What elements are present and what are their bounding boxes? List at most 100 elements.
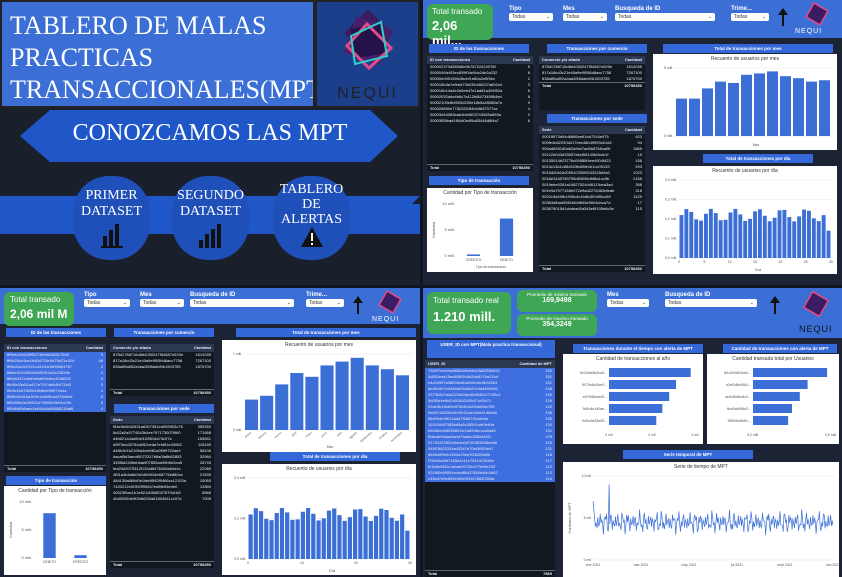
table-row[interactable]: 875d1788716d8d4050247f54887e529e 1614035	[110, 352, 214, 358]
table-row[interactable]: 2373b0b7a4a223d64ac564846c27155c1 149	[425, 392, 555, 398]
d1-slicer-trimestre[interactable]: Trime... Todas ⌄	[731, 6, 769, 21]
d1-slicer-tipo[interactable]: Tipo Todas ⌄	[509, 6, 553, 21]
table-row[interactable]: 4f51a4b4a6e0b1d89916e68776e880ce 21539	[110, 472, 214, 478]
table-row[interactable]: 817a18cd3c21e40a9ef9056d6acc7758 7267100	[110, 358, 214, 364]
table-row[interactable]: 0022c3d49fb1495c4c1fd6c3f0495cc69 1129	[539, 194, 645, 200]
d1-trimestre-dropdown[interactable]: Todas ⌄	[731, 13, 769, 21]
d2-tipo-dropdown[interactable]: Todas ⌄	[84, 299, 130, 307]
table-row[interactable]: 8c52a2a9774543b4ee797173007f960 171668	[110, 430, 214, 436]
table-row[interactable]: c33ed7e6e609e0d9d93107883230da 110	[425, 476, 555, 482]
table-row[interactable]: 001e9a7077168e072e9ad2276462bfeab 318	[539, 188, 645, 194]
table-row[interactable]: 003878015d1cbdead0a345ef5195e6c5e 115	[539, 206, 645, 212]
table-row[interactable]: 000ad839160a62a9cb7ad9b8768ca06 1865	[539, 146, 645, 152]
d2-slicer-mes[interactable]: Mes Todas ⌄	[140, 292, 184, 307]
cell-key: 40d92964e9f2bfb030a61804541cc97d	[113, 496, 182, 501]
table-row[interactable]: d4b621a4da50e31f8516a74c07a 165651	[110, 436, 214, 442]
primer-dataset-button[interactable]: PRIMER DATASET	[73, 176, 150, 260]
d1-slicer-mes[interactable]: Mes Todas ⌄	[563, 6, 607, 21]
table-row[interactable]: 484130a669d0e1fab9592f9466cc12103a 15065	[110, 478, 214, 484]
table-row[interactable]: 7420212c91593f99647ed8fe53e4e0 12850	[110, 484, 214, 490]
table-row[interactable]: 00002100e8bf309d200e18b5a45088a7e 9	[430, 100, 530, 105]
table-row[interactable]: f5aeab94aaa6a4a7faadc3882a40f1 129	[425, 434, 555, 440]
table-row[interactable]: fff9eb14e52f9f5274fb46d300c7540 5	[4, 352, 106, 358]
d2-id-dropdown[interactable]: Todas ⌄	[190, 299, 294, 307]
table-row[interactable]: 817a18cd3c21e40a9ef9056d6acc7758 7267100	[542, 70, 642, 75]
table-row[interactable]: 838a89a892a4aa2f65dafcf0b1503755 1876700	[110, 364, 214, 370]
d3-id-dropdown[interactable]: Todas ⌄	[665, 299, 757, 307]
tablero-alertas-button[interactable]: TABLERO DE ALERTAS	[273, 176, 350, 260]
table-row[interactable]: 0015d20b1b009510330f5243325d9a0 1023	[539, 170, 645, 176]
table-row[interactable]: d9f70ea33784a052ceda7efd81e43063 118155	[110, 442, 214, 448]
table-row[interactable]: 00003f55bad1f64d0a4f5a83448d8f4a7 6	[430, 118, 530, 123]
table-row[interactable]: fff645f5e0e26521e78908b0b04a196 5	[4, 400, 106, 406]
table-row[interactable]: fff9ed1a2e2121c4410dc06358b3767 2	[4, 364, 106, 370]
table-row[interactable]: 548f78822334a43347e70ef30f53e47 121	[425, 446, 555, 452]
d2-slicer-id[interactable]: Busqueda de ID Todas ⌄	[190, 292, 294, 307]
filter-icon[interactable]	[352, 296, 364, 314]
filter-icon[interactable]	[769, 296, 781, 314]
table-row[interactable]: 9216f0e89554ecbcff8d37558b4bb3d02 112	[425, 470, 555, 476]
table-row[interactable]: f54e0b6b32831a6307361ed959903c76 355350	[110, 424, 214, 430]
d2-slicer-tipo[interactable]: Tipo Todas ⌄	[84, 292, 130, 307]
table-row[interactable]: 838a89a892a4aa2f65dafcf0b1503755 1876700	[542, 76, 642, 81]
table-row[interactable]: db35c9b7e2d46a02fa8d20c4a3480099 148	[425, 386, 555, 392]
table-row[interactable]: 1920166f7385bd5a5c38591ebf9eb3e 134	[425, 422, 555, 428]
table-row[interactable]: 40023f5ac1b1e621d05d502787f4d16f 8566	[110, 490, 214, 496]
table-row[interactable]: 000002373d583d8e5b78722424076f 5	[430, 64, 530, 69]
table-row[interactable]: fffb66437cdbd9a6af90c8ec40d6202 6	[4, 376, 106, 382]
table-row[interactable]: fffd6040d16a2b0b1d4b5bad376dde6 8	[4, 394, 106, 400]
table-row[interactable]: d46b1b1b2106a4cefd81a9f0f9752ae4 58106	[110, 448, 214, 454]
d2-trimestre-dropdown[interactable]: Todas ⌄	[306, 299, 344, 307]
d3-mes-dropdown[interactable]: Todas ⌄	[607, 299, 649, 307]
cell-value: 12850	[199, 484, 211, 489]
segundo-dataset-button[interactable]: SEGUNDO DATASET	[172, 176, 249, 260]
table-row[interactable]: 0eb5746020b5e19b31a40e0e51d6d66 136	[425, 410, 555, 416]
filter-icon[interactable]	[777, 8, 789, 26]
d2-slicer-trimestre[interactable]: Trime... Todas ⌄	[306, 292, 344, 307]
table-row[interactable]: fff9d28cb3ce1b46d728e5d75e21e424 48	[4, 358, 106, 364]
table-row[interactable]: d626d9f9eb1504e29ed7f26326b0b 118	[425, 452, 555, 458]
table-row[interactable]: 00002032dda4b6c7a112b8f47349864ed 8	[430, 94, 530, 99]
d2-mes-dropdown[interactable]: Todas ⌄	[140, 299, 184, 307]
table-row[interactable]: f5bf90db9f812add7f668741dd4ae 136	[425, 416, 555, 422]
table-row[interactable]: 345f8d2436ebbaef07655ad49b6b2ea5 28745	[110, 460, 214, 466]
d3-slicer-mes[interactable]: Mes Todas ⌄	[607, 292, 649, 307]
table-row[interactable]: 0019ebe0261a14627524d46113cea3ad 358	[539, 182, 645, 188]
table-row[interactable]: 0001f6f73d94d6686ee61bb7244e575 423	[539, 134, 645, 140]
table-row[interactable]: 00364dfbad5561bfd4ff40e5604cbca7d 17	[539, 200, 645, 206]
d1-tipo-dropdown[interactable]: Todas ⌄	[509, 13, 553, 21]
table-row[interactable]: 000028890e77822824f4bb3b87077ce 4	[430, 106, 530, 111]
table-row[interactable]: fffa6e5244982881f80f12a3c23849e 4	[4, 370, 106, 376]
table-row[interactable]: 00003d44083eab4bb06037c5455a893a 2	[430, 112, 530, 117]
d1-mes-dropdown[interactable]: Todas ⌄	[563, 13, 607, 21]
table-row[interactable]: 0014c13a1c68c543fc68fe1b1cc05133 293	[539, 164, 645, 170]
table-row[interactable]: e4c2d957a3663be6baf10ec6c9b26263 151	[425, 380, 555, 386]
table-header: Comercio y/o aliado Cantidad	[110, 344, 214, 352]
table-row[interactable]: 0016e3445789795d6905fcfbf6a1cc9b 2168	[539, 176, 645, 182]
d1-id-dropdown[interactable]: Todas ⌄	[615, 13, 715, 21]
table-row[interactable]: fffc9c1b67850043b6be09f572a4a 1	[4, 388, 106, 394]
table-row[interactable]: f76eb2a3fb7185d1e11e7812423bb0c 117	[425, 458, 555, 464]
table-row[interactable]: 4c852eae15ed808f1b6d2bb8176a21bd 151	[425, 374, 555, 380]
table-row[interactable]: 000004f4e0f3ec839f04e5dc04e2a232 8	[430, 70, 530, 75]
table-row[interactable]: 00135014b23776c09880f4ee4904f423 156	[539, 158, 645, 164]
table-row[interactable]: 00000e00915f4c0bcbf1e80a2e5f3ec 2	[430, 76, 530, 81]
table-row[interactable]: 7500f7eee2ad806d49cbdcb3a5355a092 152	[425, 368, 555, 374]
table-row[interactable]: dacaf5d3aecd5072317b8a0fa8b82853 32984	[110, 454, 214, 460]
table-row[interactable]: fe1b6e861fc1abde0972bc979e9fe232 112	[425, 464, 555, 470]
table-row[interactable]: 53de3b18e89e8786814d92d668c7f0f 142	[425, 404, 555, 410]
table-row[interactable]: 000016b14a4e2e6eb47e1ad81a404f52a 6	[430, 88, 530, 93]
table-row[interactable]: fff5d6d0b6aea1e844c6d45856216af6 4	[4, 406, 106, 412]
d3-slicer-id[interactable]: Busqueda de ID Todas ⌄	[665, 292, 757, 307]
table-row[interactable]: 875d1788716d8d4050247f54887e529e 1614035	[542, 64, 642, 69]
table-row[interactable]: 5175444392b4bedd4d790353848ee68 125	[425, 440, 555, 446]
table-row[interactable]: fffc5fe33e51a417e72f74e8d9471bf3 5	[4, 382, 106, 388]
table-row[interactable]: b826beeb8938831fe1a6946c1aa5a66 131	[425, 428, 555, 434]
table-row[interactable]: 5b0f5d4ef642d01683105d71cf0b71 139	[425, 398, 555, 404]
d1-slicer-id[interactable]: Busqueda de ID Todas ⌄	[615, 6, 715, 21]
table-row[interactable]: 00122d043d33097abcf06140b0b4e1f 19	[539, 152, 645, 158]
table-row[interactable]: 000fe4b82290d417eec48b49993cb1d4 94	[539, 140, 645, 146]
table-row[interactable]: fea20d2075312f133a6f4760d5ab0d4c 22085	[110, 466, 214, 472]
table-row[interactable]: 000015b3a7efebd73b035446207a602c4 3	[430, 82, 530, 87]
table-row[interactable]: 40d92964e9f2bfb030a61804541cc97d 7005	[110, 496, 214, 502]
